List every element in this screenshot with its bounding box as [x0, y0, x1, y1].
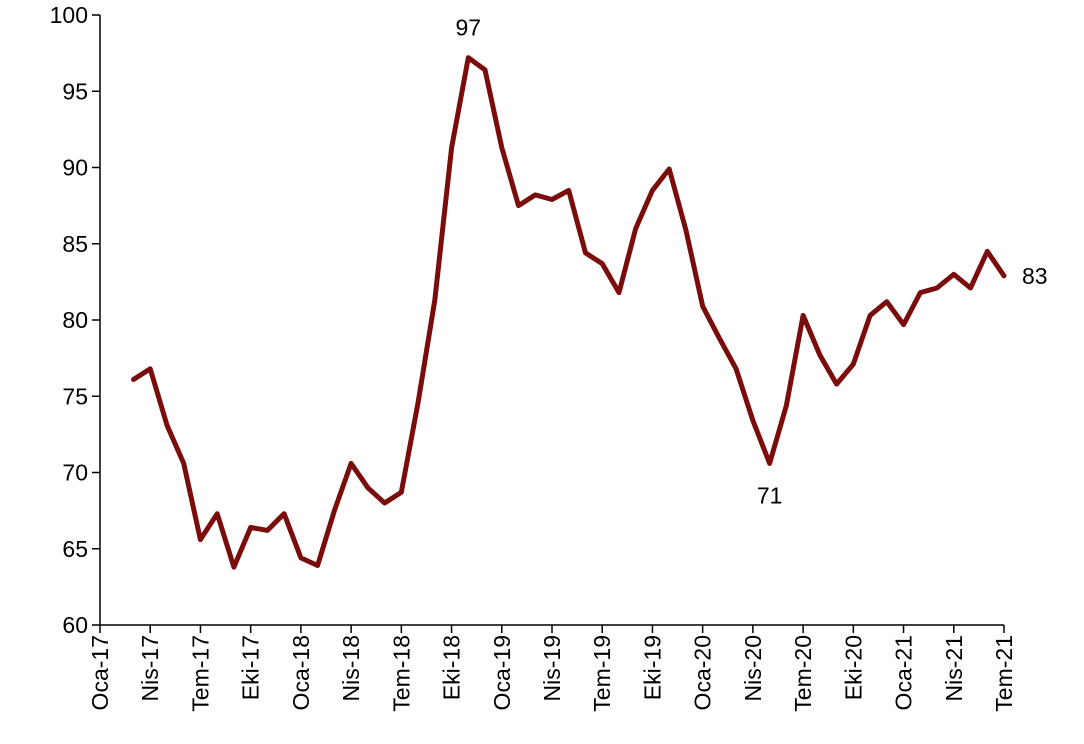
x-tick-label: Nis-19 — [539, 635, 565, 701]
x-tick-label: Oca-20 — [690, 635, 716, 710]
y-tick-label: 85 — [62, 231, 88, 257]
y-tick-label: 65 — [62, 536, 88, 562]
x-tick-label: Tem-21 — [991, 635, 1017, 712]
y-tick-label: 75 — [62, 383, 88, 409]
y-tick-label: 60 — [62, 612, 88, 638]
data-label: 97 — [455, 15, 481, 41]
y-tick-label: 95 — [62, 78, 88, 104]
data-line — [131, 55, 1007, 570]
x-tick-label: Eki-18 — [439, 635, 465, 700]
data-label: 83 — [1022, 263, 1048, 289]
x-tick-label: Tem-17 — [187, 635, 213, 712]
x-tick-label: Eki-17 — [238, 635, 264, 700]
x-tick-label: Nis-17 — [137, 635, 163, 701]
y-tick-label: 70 — [62, 460, 88, 486]
x-tick-label: Nis-18 — [338, 635, 364, 701]
x-tick-label: Nis-21 — [941, 635, 967, 701]
y-tick-label: 90 — [62, 155, 88, 181]
x-tick-label: Eki-20 — [840, 635, 866, 700]
x-tick-label: Tem-20 — [790, 635, 816, 712]
x-tick-label: Nis-20 — [740, 635, 766, 701]
x-tick-label: Tem-19 — [589, 635, 615, 712]
y-tick-label: 100 — [50, 2, 88, 28]
x-tick-label: Oca-17 — [87, 635, 113, 710]
x-tick-label: Oca-21 — [891, 635, 917, 710]
x-tick-label: Oca-19 — [489, 635, 515, 710]
y-tick-label: 80 — [62, 307, 88, 333]
x-tick-label: Eki-19 — [639, 635, 665, 700]
x-tick-label: Oca-18 — [288, 635, 314, 710]
x-tick-label: Tem-18 — [388, 635, 414, 712]
data-label: 71 — [757, 482, 783, 508]
